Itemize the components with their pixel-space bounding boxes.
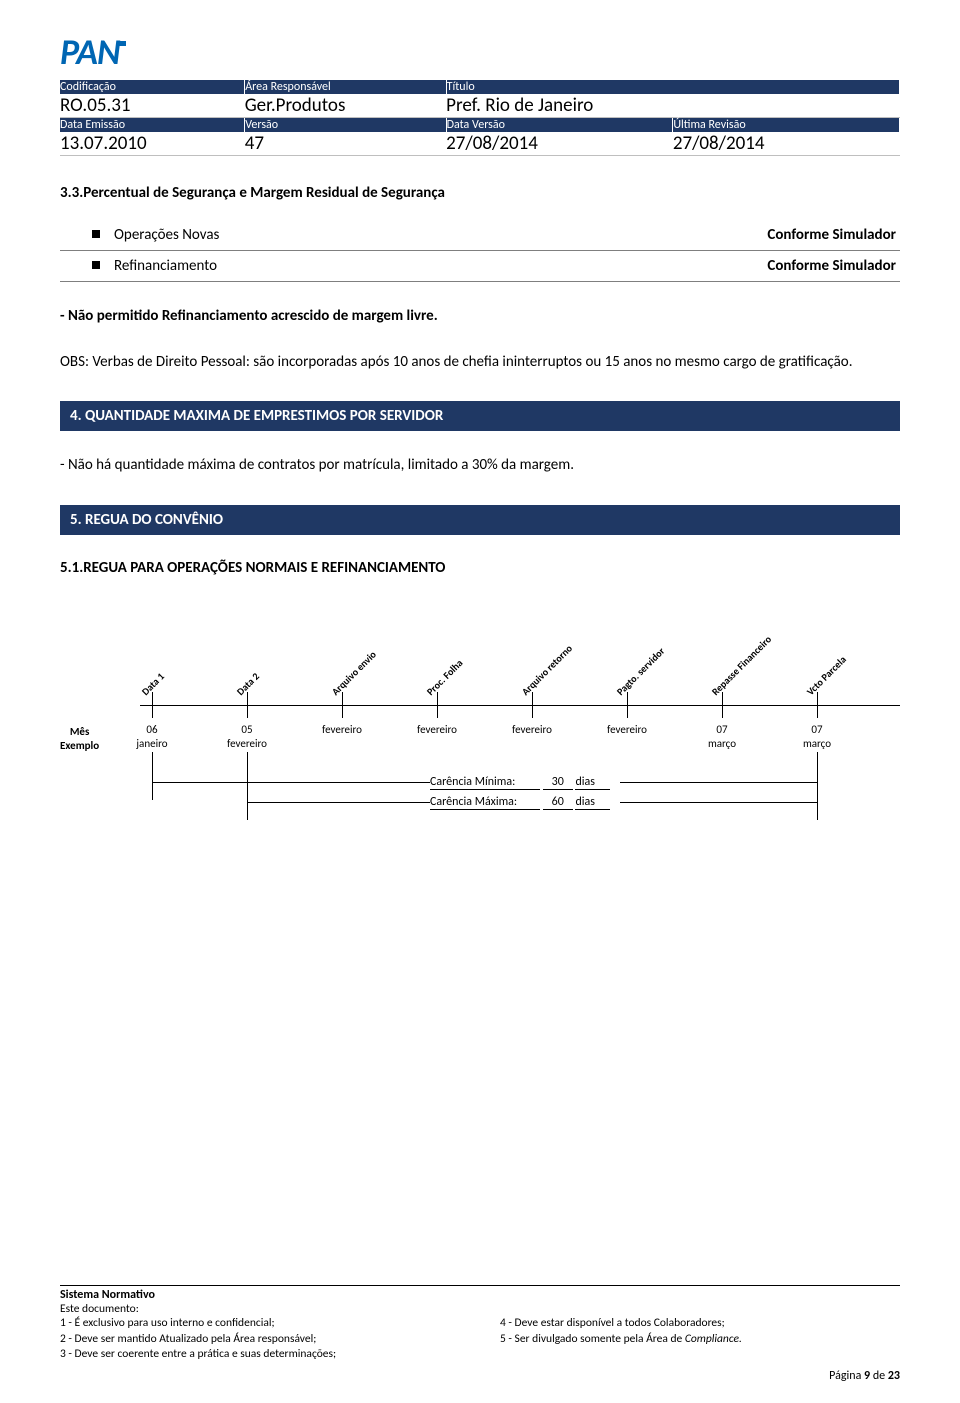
carencia-maxima: Carência Máxima: 60 dias bbox=[430, 795, 610, 810]
footer-item-5a: 5 - Ser divulgado somente pela Área de bbox=[500, 1332, 685, 1346]
timeline-col-7: 07março bbox=[785, 723, 849, 752]
footer-right-col: 4 - Deve estar disponível a todos Colabo… bbox=[500, 1316, 900, 1363]
doc-header-table: Codificação Área Responsável Título RO.0… bbox=[60, 80, 900, 156]
timeline-col-4: fevereiro bbox=[500, 723, 564, 737]
timeline-label-5: Pagto. servidor bbox=[614, 644, 667, 697]
section-5-bar: 5. REGUA DO CONVÊNIO bbox=[60, 505, 900, 535]
section-4-bar: 4. QUANTIDADE MAXIMA DE EMPRESTIMOS POR … bbox=[60, 401, 900, 431]
timeline-label-7: Vcto Parcela bbox=[804, 652, 849, 697]
hdr-dataversao-label: Data Versão bbox=[446, 118, 673, 132]
timeline-col-1: 05fevereiro bbox=[215, 723, 279, 752]
sim-row-1-item: Refinanciamento bbox=[114, 257, 217, 275]
section-5-1-title: 5.1.REGUA PARA OPERAÇÕES NORMAIS E REFIN… bbox=[60, 559, 900, 577]
hdr-codif-label: Codificação bbox=[60, 80, 245, 94]
hdr-area-val: Ger.Produtos bbox=[245, 94, 446, 118]
timeline-col-2: fevereiro bbox=[310, 723, 374, 737]
footer: Sistema Normativo Este documento: 1 - É … bbox=[60, 1285, 900, 1383]
hdr-codif-val: RO.05.31 bbox=[60, 94, 245, 118]
hdr-area-label: Área Responsável bbox=[245, 80, 446, 94]
simulador-table: Operações Novas Conforme Simulador Refin… bbox=[60, 220, 900, 282]
footer-item-2: 2 - Deve ser mantido Atualizado pela Áre… bbox=[60, 1332, 460, 1348]
timeline-col-5: fevereiro bbox=[595, 723, 659, 737]
footer-item-4: 4 - Deve estar disponível a todos Colabo… bbox=[500, 1316, 900, 1332]
footer-item-3: 3 - Deve ser coerente entre a prática e … bbox=[60, 1347, 460, 1363]
timeline-label-2: Arquivo envio bbox=[329, 647, 379, 697]
timeline-label-3: Proc. Folha bbox=[424, 656, 466, 698]
section-3-3-title: 3.3.Percentual de Segurança e Margem Res… bbox=[60, 184, 900, 202]
hdr-emissao-val: 13.07.2010 bbox=[60, 132, 245, 156]
hdr-revisao-val: 27/08/2014 bbox=[673, 132, 900, 156]
hdr-versao-val: 47 bbox=[245, 132, 446, 156]
footer-title: Sistema Normativo bbox=[60, 1285, 900, 1302]
footer-sub: Este documento: bbox=[60, 1302, 900, 1316]
hdr-emissao-label: Data Emissão bbox=[60, 118, 245, 132]
carencia-minima: Carência Mínima: 30 dias bbox=[430, 775, 610, 790]
page-number: Página 9 de 23 bbox=[60, 1369, 900, 1383]
p-obs-verbas: OBS: Verbas de Direito Pessoal: são inco… bbox=[60, 350, 900, 376]
mes-exemplo-label: MêsExemplo bbox=[60, 725, 99, 754]
hdr-titulo-val: Pref. Rio de Janeiro bbox=[446, 94, 899, 118]
sim-row-1-val: Conforme Simulador bbox=[564, 251, 900, 282]
timeline-label-4: Arquivo retorno bbox=[519, 641, 575, 697]
timeline-col-0: 06janeiro bbox=[120, 723, 184, 752]
footer-item-5b: Compliance. bbox=[685, 1332, 742, 1346]
sim-row-0-val: Conforme Simulador bbox=[564, 220, 900, 251]
timeline-col-6: 07março bbox=[690, 723, 754, 752]
hdr-revisao-label: Última Revisão bbox=[673, 118, 900, 132]
timeline-label-6: Repasse Financeiro bbox=[709, 632, 774, 697]
timeline-diagram: MêsExemplo Data 1Data 2Arquivo envioProc… bbox=[60, 607, 900, 837]
sim-row-0-item: Operações Novas bbox=[114, 226, 219, 244]
footer-left-col: 1 - É exclusivo para uso interno e confi… bbox=[60, 1316, 460, 1363]
logo: PAN bbox=[60, 30, 900, 74]
hdr-versao-label: Versão bbox=[245, 118, 446, 132]
hdr-titulo-label: Título bbox=[446, 80, 899, 94]
hdr-dataversao-val: 27/08/2014 bbox=[446, 132, 673, 156]
p-nao-permitido: - Não permitido Refinanciamento acrescid… bbox=[60, 304, 900, 330]
timeline-col-3: fevereiro bbox=[405, 723, 469, 737]
footer-item-1: 1 - É exclusivo para uso interno e confi… bbox=[60, 1316, 460, 1332]
p-quantidade: - Não há quantidade máxima de contratos … bbox=[60, 453, 900, 479]
